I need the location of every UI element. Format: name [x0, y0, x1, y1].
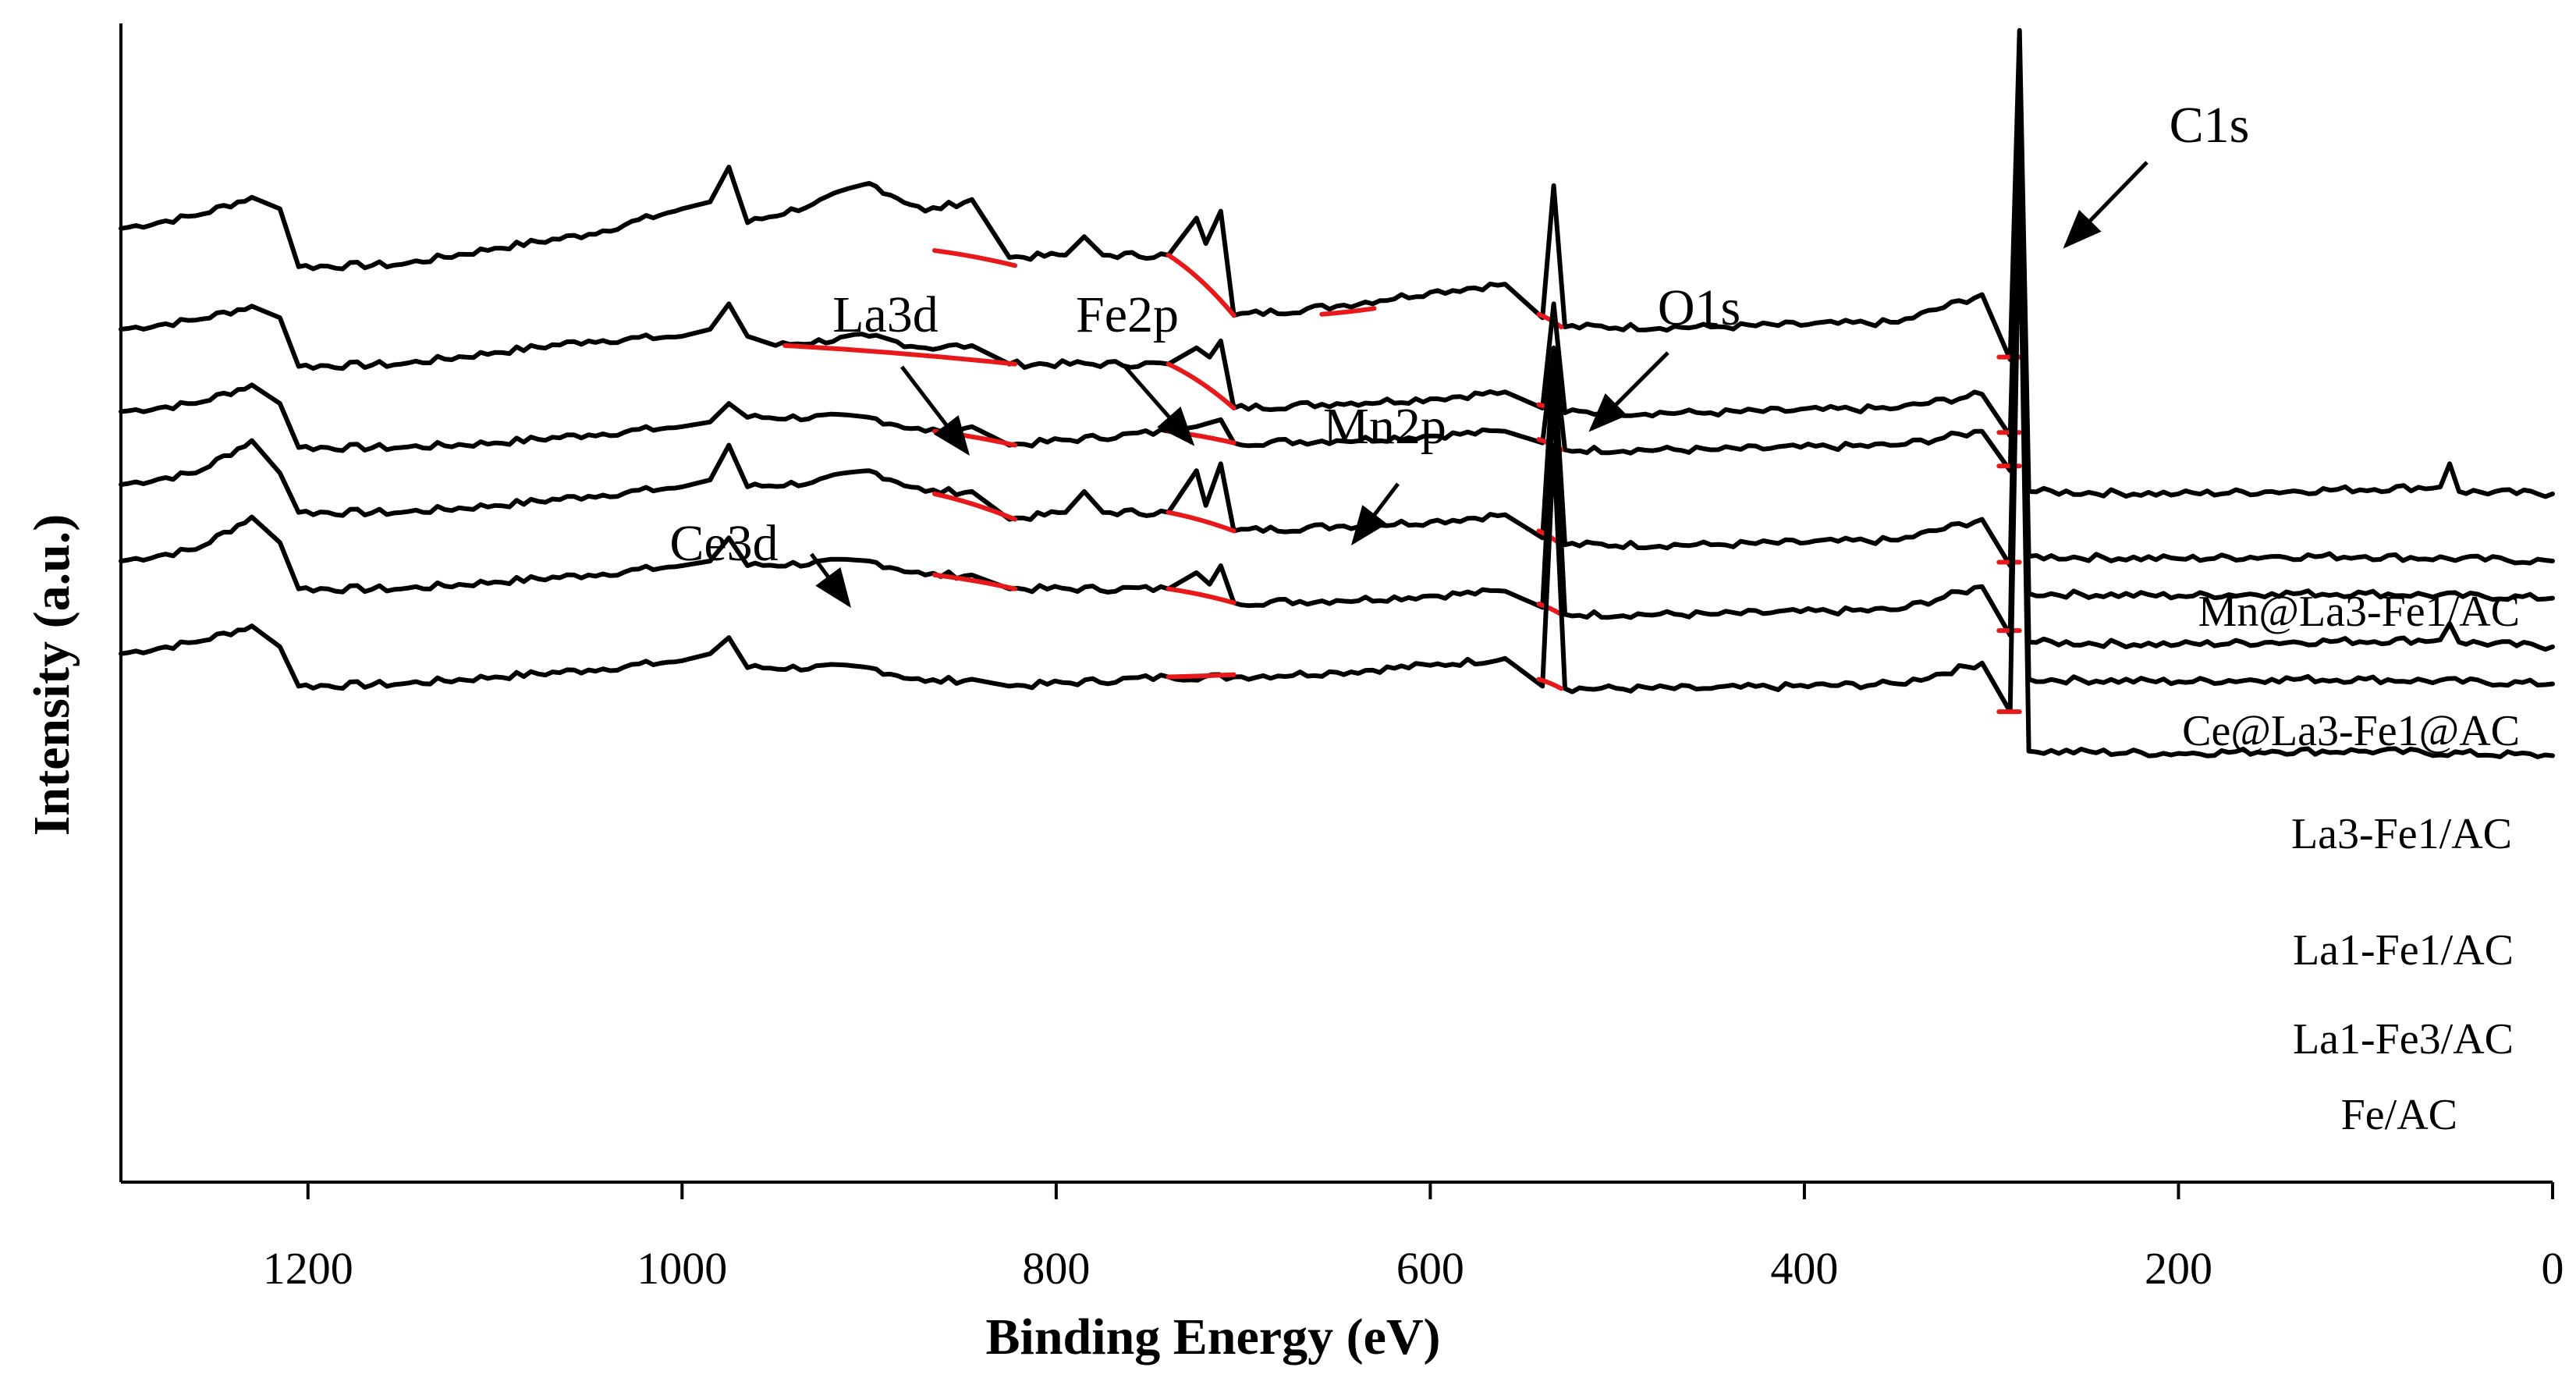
- spectrum-line-la1-fe3-ac: [119, 151, 2555, 688]
- x-tick-label-800: 800: [1022, 1243, 1090, 1294]
- series-label-ce-la3-fe1-ac: Ce@La3-Fe1@AC: [2182, 707, 2520, 755]
- spectrum-line-la3-fe1-ac: [119, 120, 2555, 602]
- series-fe-ac: [119, 180, 2555, 759]
- series-mn-la3-fe1-ac: [119, 27, 2555, 499]
- series-la1-fe1-ac: [119, 137, 2555, 652]
- peak-arrow-o1s: [1588, 351, 1669, 432]
- peak-label-o1s: O1s: [1658, 279, 1740, 336]
- series-label-la3-fe1-ac: La3-Fe1/AC: [2291, 810, 2512, 858]
- peak-label-la3d: La3d: [832, 286, 939, 343]
- x-axis-title: Binding Energy (eV): [985, 1309, 1440, 1365]
- x-tick-label-400: 400: [1770, 1243, 1838, 1294]
- series-labels: Mn@La3-Fe1/AC Ce@La3-Fe1@AC La3-Fe1/AC L…: [2182, 588, 2520, 1139]
- y-axis-title: Intensity (a.u.): [23, 514, 80, 836]
- tick-marks: [306, 1182, 2554, 1199]
- x-tick-label-1000: 1000: [637, 1243, 727, 1294]
- background-line-mn-la3-fe1-ac-0: [932, 248, 1018, 268]
- spectrum-line-ce-la3-fe1-ac: [119, 104, 2555, 566]
- peak-label-ce3d: Ce3d: [669, 515, 778, 572]
- x-tick-label-200: 200: [2145, 1243, 2212, 1294]
- peak-arrow-ce3d: [809, 552, 851, 609]
- background-line-mn-la3-fe1-ac-2: [1319, 306, 1377, 317]
- background-line-la1-fe1-ac-0: [932, 491, 1018, 522]
- background-line-la1-fe3-ac-0: [932, 572, 1018, 591]
- peak-label-fe2p: Fe2p: [1076, 286, 1179, 343]
- x-ticks: 1200 1000 800 600 400 200 0: [263, 1243, 2564, 1294]
- spectrum-line-la1-fe1-ac: [119, 137, 2555, 652]
- background-line-ce-la3-fe1-ac-0: [782, 343, 1018, 367]
- peak-annotations: C1s O1s Mn2p Fe2p La3d Ce3d: [669, 97, 2250, 609]
- peak-arrow-la3d: [900, 365, 970, 456]
- peak-label-mn2p: Mn2p: [1323, 398, 1446, 455]
- series-layer: [119, 27, 2555, 759]
- x-tick-label-600: 600: [1396, 1243, 1464, 1294]
- peak-arrow-c1s: [2063, 161, 2148, 249]
- series-label-fe-ac: Fe/AC: [2341, 1091, 2457, 1139]
- peak-label-c1s: C1s: [2170, 97, 2250, 154]
- series-label-la1-fe3-ac: La1-Fe3/AC: [2293, 1015, 2514, 1064]
- background-line-fe-ac-1: [1536, 677, 1564, 691]
- peak-arrow-mn2p: [1350, 482, 1400, 545]
- background-line-fe-ac-0: [1166, 672, 1237, 680]
- x-tick-label-1200: 1200: [263, 1243, 353, 1294]
- spectrum-line-fe-ac: [119, 180, 2555, 759]
- series-label-la1-fe1-ac: La1-Fe1/AC: [2293, 926, 2514, 975]
- series-ce-la3-fe1-ac: [119, 104, 2555, 566]
- x-tick-label-0: 0: [2542, 1243, 2564, 1294]
- series-label-mn-la3-fe1-ac: Mn@La3-Fe1/AC: [2198, 588, 2520, 636]
- spectrum-line-mn-la3-fe1-ac: [119, 27, 2555, 499]
- background-line-la1-fe3-ac-1: [1166, 586, 1237, 605]
- background-line-la3-fe1-ac-1: [1166, 428, 1237, 446]
- peak-arrow-fe2p: [1123, 365, 1195, 446]
- background-line-la3-fe1-ac-0: [932, 428, 1018, 448]
- background-line-ce-la3-fe1-ac-1: [1166, 361, 1237, 411]
- background-line-mn-la3-fe1-ac-1: [1166, 253, 1237, 318]
- series-la1-fe3-ac: [119, 151, 2555, 688]
- background-line-la1-fe1-ac-1: [1166, 510, 1237, 534]
